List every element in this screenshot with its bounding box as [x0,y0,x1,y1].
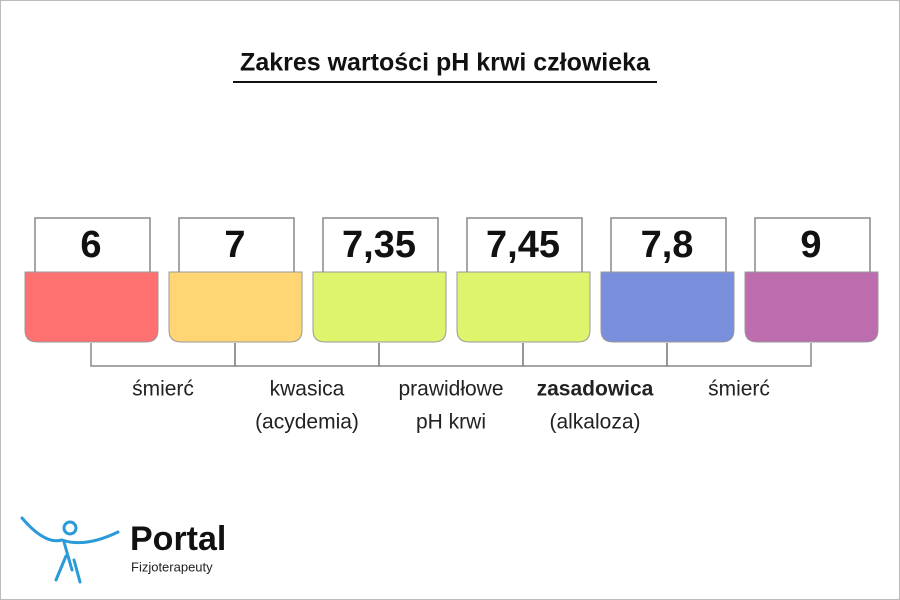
range-label: śmierć [708,378,770,401]
logo [20,516,120,584]
range-label: pH krwi [416,411,486,434]
value-box [178,217,295,279]
logo-head [62,520,78,536]
value-box [466,217,583,279]
value-box [34,217,151,279]
title: Zakres wartości pH krwi człowieka [240,49,651,77]
color-block [744,271,879,343]
ph-value: 9 [800,224,821,266]
value-box [610,217,727,279]
color-block [312,271,447,343]
value-box [322,217,439,279]
logo-tagline: Fizjoterapeuty [131,559,213,574]
range-bracket [666,343,812,367]
ph-value: 7,45 [486,224,560,266]
logo-name: Portal [130,520,226,558]
ph-value: 7,35 [342,224,416,266]
logo-arms [20,516,120,545]
color-block [168,271,303,343]
range-label: śmierć [132,378,194,401]
range-label: (acydemia) [255,411,359,434]
ph-value: 7 [224,224,245,266]
range-label: prawidłowe [398,378,503,401]
logo-body [54,540,82,584]
range-label: kwasica [270,378,345,401]
ph-value: 6 [80,224,101,266]
color-block [600,271,735,343]
range-label: (alkaloza) [549,411,640,434]
color-block [24,271,159,343]
range-label: zasadowica [537,378,654,401]
color-block [456,271,591,343]
ph-value: 7,8 [641,224,694,266]
